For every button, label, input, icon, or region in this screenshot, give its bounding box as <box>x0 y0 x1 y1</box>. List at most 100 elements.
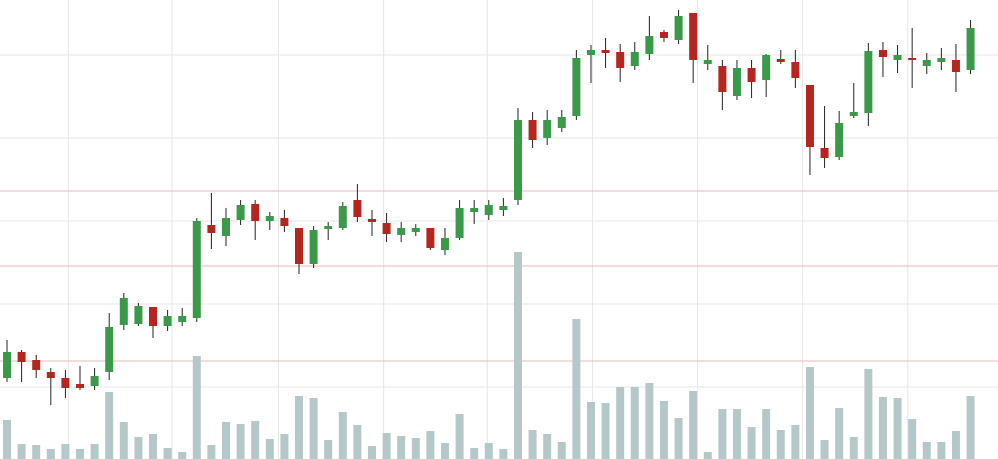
volume-bar <box>513 252 522 459</box>
volume-bar <box>849 437 858 459</box>
volume-bar <box>470 448 479 459</box>
volume-bar <box>61 444 70 459</box>
volume-bar <box>163 448 172 459</box>
candle-body <box>543 120 552 138</box>
volume-bar <box>703 452 712 459</box>
volume-bar <box>820 440 829 459</box>
volume-bar <box>221 422 230 459</box>
candle-body <box>528 120 537 140</box>
volume-bar <box>484 443 493 459</box>
candle-body <box>893 55 902 60</box>
volume-bar <box>499 449 508 459</box>
candle-body <box>207 225 216 233</box>
candle-body <box>17 352 26 362</box>
candle-body <box>835 123 844 157</box>
candle-body <box>251 204 260 221</box>
volume-bar <box>864 369 873 459</box>
volume-bar <box>411 438 420 459</box>
candle-body <box>805 85 814 147</box>
volume-bar <box>616 387 625 459</box>
candle-body <box>659 32 668 38</box>
volume-bar <box>265 439 274 459</box>
volume-bar <box>76 449 85 459</box>
volume-bar <box>776 430 785 459</box>
candle-body <box>747 68 756 82</box>
candle-body <box>718 66 727 92</box>
volume-bar <box>601 403 610 459</box>
volume-bar <box>922 442 931 459</box>
volume-bar <box>645 383 654 459</box>
candle-body <box>762 55 771 80</box>
candle-body <box>294 228 303 264</box>
volume-bar <box>251 421 260 459</box>
candle-body <box>90 376 99 386</box>
volume-bar <box>893 398 902 459</box>
volume-bar <box>835 408 844 459</box>
candle-body <box>572 58 581 116</box>
candle-body <box>134 306 143 324</box>
volume-bar <box>17 444 26 459</box>
volume-bar <box>32 445 41 459</box>
candle-body <box>616 52 625 68</box>
volume-bar <box>90 444 99 459</box>
candle-body <box>178 316 187 322</box>
volume-bar <box>586 402 595 459</box>
candle-body <box>732 68 741 96</box>
volume-bar <box>46 449 55 459</box>
volume-bar <box>659 401 668 459</box>
candle-body <box>499 206 508 210</box>
candle-body <box>236 205 245 220</box>
volume-bar <box>382 433 391 459</box>
candle-body <box>440 238 449 250</box>
volume-bar <box>397 436 406 459</box>
candle-body <box>820 148 829 158</box>
candle-body <box>309 230 318 264</box>
volume-bar <box>455 414 464 459</box>
candle-body <box>353 200 362 217</box>
candle-body <box>265 216 274 221</box>
volume-bar <box>440 443 449 459</box>
candle-body <box>32 360 41 370</box>
candle-body <box>397 228 406 235</box>
candle-body <box>411 228 420 232</box>
candle-body <box>119 298 128 325</box>
volume-bar <box>353 425 362 459</box>
volume-bar <box>309 398 318 459</box>
volume-bar <box>3 420 12 459</box>
volume-bar <box>689 391 698 459</box>
candle-body <box>586 50 595 55</box>
candle-body <box>951 60 960 72</box>
candle-body <box>3 352 12 378</box>
candle-body <box>937 58 946 62</box>
volume-bar <box>426 431 435 459</box>
volume-bar <box>528 430 537 459</box>
volume-bar <box>805 367 814 459</box>
volume-bar <box>557 442 566 459</box>
candle-body <box>280 218 289 226</box>
candle-body <box>703 60 712 64</box>
volume-bar <box>791 425 800 459</box>
volume-bar <box>192 356 201 459</box>
volume-bar <box>572 319 581 459</box>
volume-bar <box>324 440 333 459</box>
candle-body <box>645 36 654 54</box>
volume-bar <box>119 422 128 459</box>
volume-bar <box>367 446 376 459</box>
volume-bar <box>105 392 114 459</box>
candle-body <box>148 307 157 326</box>
candle-body <box>966 28 975 70</box>
volume-bar <box>747 427 756 459</box>
candle-body <box>674 16 683 40</box>
candle-body <box>484 205 493 215</box>
candle-body <box>791 62 800 78</box>
candle-body <box>338 206 347 228</box>
volume-bar <box>207 445 216 459</box>
candle-body <box>46 372 55 378</box>
volume-bar <box>148 434 157 459</box>
volume-bar <box>178 452 187 459</box>
candle-body <box>849 112 858 116</box>
candle-body <box>61 378 70 388</box>
candle-body <box>382 223 391 234</box>
